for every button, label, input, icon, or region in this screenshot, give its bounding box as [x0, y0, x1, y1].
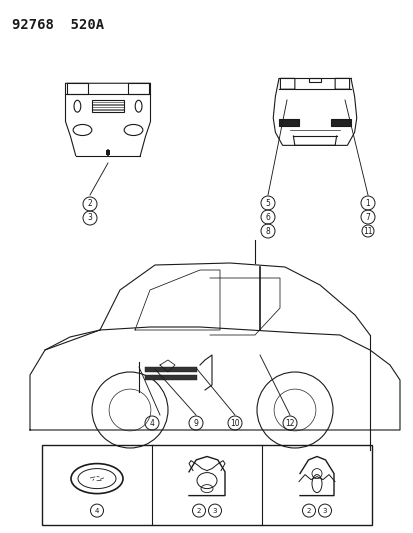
Text: 2: 2: [88, 199, 92, 208]
Text: 2: 2: [306, 507, 311, 514]
Text: 10: 10: [230, 418, 239, 427]
Bar: [145, 375, 197, 380]
Text: 1: 1: [365, 198, 370, 207]
Bar: [106, 150, 110, 156]
Bar: [278, 119, 299, 126]
Bar: [145, 367, 197, 372]
Text: 4: 4: [149, 418, 154, 427]
Text: 92768  520A: 92768 520A: [12, 18, 104, 32]
Text: 6: 6: [265, 213, 270, 222]
Text: 4: 4: [95, 507, 99, 514]
Bar: [42, 445, 371, 525]
Text: 3: 3: [322, 507, 326, 514]
Bar: [309, 78, 320, 82]
Text: 2: 2: [196, 507, 201, 514]
Text: 7: 7: [365, 213, 370, 222]
Bar: [128, 83, 148, 94]
Text: 8: 8: [265, 227, 270, 236]
Text: 5: 5: [265, 198, 270, 207]
Bar: [67, 83, 88, 94]
Text: 11: 11: [362, 227, 372, 236]
Bar: [330, 119, 350, 126]
Bar: [92, 100, 124, 112]
Text: 9: 9: [193, 418, 198, 427]
Text: 3: 3: [88, 214, 92, 222]
Text: 12: 12: [285, 418, 294, 427]
Text: 3: 3: [212, 507, 217, 514]
